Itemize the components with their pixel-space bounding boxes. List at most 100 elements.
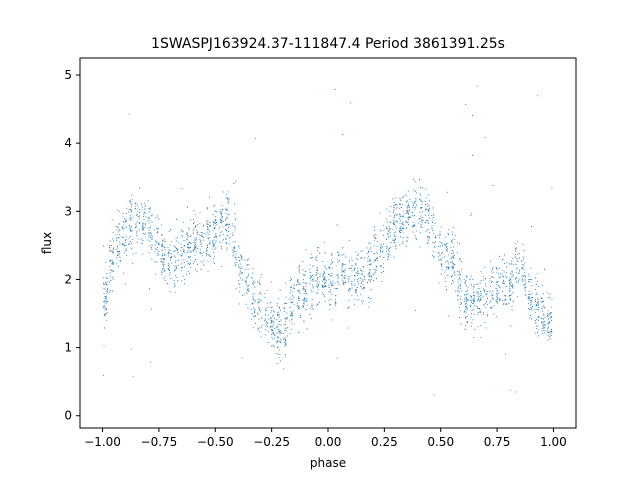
data-point <box>128 225 130 227</box>
data-point <box>265 310 267 312</box>
data-point <box>484 321 486 323</box>
data-point <box>524 269 526 271</box>
data-point <box>251 318 252 320</box>
data-point <box>414 181 416 183</box>
data-point <box>145 232 146 234</box>
data-point <box>283 303 285 305</box>
data-point <box>460 274 461 276</box>
data-point <box>369 298 371 300</box>
data-point <box>186 274 188 276</box>
data-point <box>130 348 132 350</box>
data-point <box>273 331 274 333</box>
data-point <box>291 290 293 292</box>
data-point <box>395 208 397 210</box>
data-point <box>324 282 325 284</box>
data-point <box>311 307 313 309</box>
data-point <box>213 258 215 260</box>
data-point <box>342 274 344 276</box>
data-point <box>505 353 506 355</box>
data-point <box>228 214 230 216</box>
data-point <box>194 227 196 228</box>
data-point <box>234 264 236 266</box>
data-point <box>508 279 510 281</box>
data-point <box>497 302 499 304</box>
data-point <box>220 219 222 221</box>
data-point <box>383 263 385 265</box>
data-point <box>535 294 537 295</box>
data-point <box>525 294 527 296</box>
data-point <box>535 301 536 303</box>
data-point <box>118 223 120 225</box>
data-point <box>356 287 358 288</box>
data-point <box>296 305 298 307</box>
data-point <box>370 264 372 266</box>
data-point <box>425 222 427 224</box>
data-point <box>122 243 124 245</box>
data-point <box>323 271 325 273</box>
data-point <box>446 249 448 251</box>
data-point <box>465 306 467 308</box>
data-point <box>547 313 549 315</box>
data-point <box>141 243 143 245</box>
data-point <box>485 303 487 304</box>
data-point <box>149 240 151 242</box>
data-point <box>299 306 301 308</box>
data-point <box>238 247 240 249</box>
data-point <box>386 248 388 249</box>
data-point <box>519 269 520 271</box>
data-point <box>458 287 460 289</box>
data-point <box>350 102 351 104</box>
data-point <box>149 220 151 221</box>
data-point <box>429 207 430 209</box>
data-point <box>497 290 498 292</box>
data-point <box>514 391 516 393</box>
data-point <box>303 320 305 322</box>
data-point <box>459 304 461 305</box>
data-point <box>187 235 189 236</box>
data-point <box>387 255 389 257</box>
data-point <box>175 277 177 278</box>
data-point <box>103 327 105 329</box>
data-point <box>298 270 300 272</box>
data-point <box>393 240 395 242</box>
data-point <box>299 298 300 300</box>
data-point <box>433 257 435 258</box>
data-point <box>509 288 511 290</box>
data-point <box>502 280 504 282</box>
data-point <box>163 267 165 269</box>
data-point <box>291 312 292 314</box>
data-point <box>177 249 179 251</box>
data-point <box>158 254 160 256</box>
data-point <box>215 240 217 242</box>
data-point <box>480 291 481 292</box>
data-point <box>531 318 533 320</box>
data-point <box>305 249 307 251</box>
data-point <box>113 262 114 264</box>
data-point <box>215 235 217 237</box>
data-point <box>298 266 300 268</box>
data-point <box>511 271 513 273</box>
data-point <box>251 303 253 305</box>
data-point <box>355 251 357 253</box>
data-point <box>422 220 424 221</box>
data-point <box>388 251 390 253</box>
data-point <box>270 329 272 330</box>
data-point <box>271 345 273 347</box>
data-point <box>451 260 453 262</box>
data-point <box>485 307 487 309</box>
data-point <box>472 319 474 321</box>
data-point <box>109 259 111 261</box>
data-point <box>219 222 221 223</box>
data-point <box>528 273 530 275</box>
data-point <box>182 236 183 238</box>
data-point <box>537 332 538 333</box>
data-point <box>403 228 405 229</box>
data-point <box>535 322 536 324</box>
data-point <box>168 231 170 232</box>
data-point <box>122 236 123 238</box>
data-point <box>117 247 119 249</box>
data-point <box>440 241 442 243</box>
data-point <box>229 223 231 225</box>
data-point <box>309 313 311 315</box>
data-point <box>477 307 479 309</box>
